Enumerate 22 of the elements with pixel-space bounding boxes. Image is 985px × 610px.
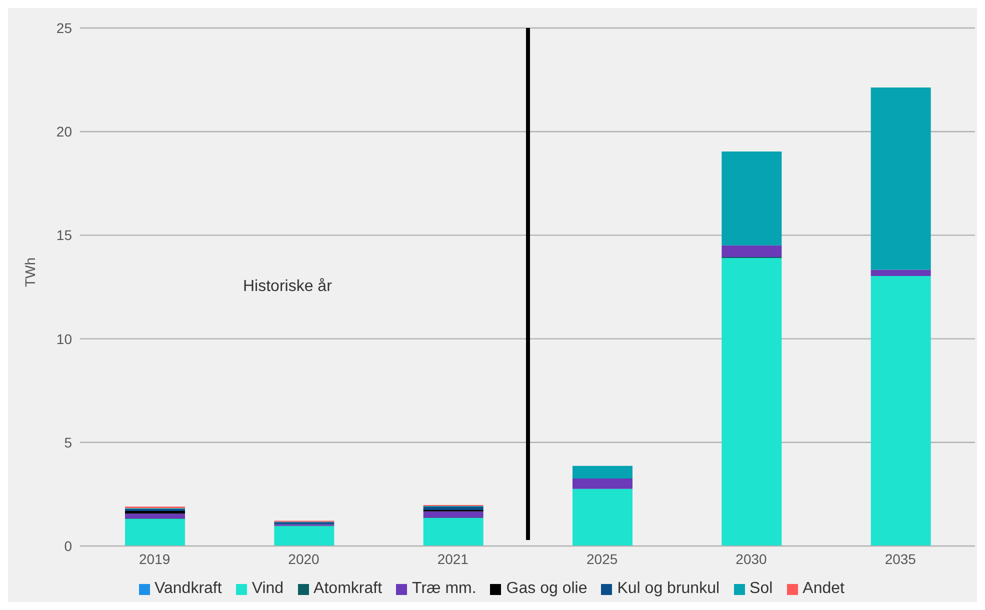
legend-label: Vind xyxy=(252,580,284,598)
y-tick-label: 5 xyxy=(64,434,72,450)
y-tick-label: 15 xyxy=(56,227,72,244)
legend-label: Kul og brunkul xyxy=(617,580,720,598)
y-tick-label: 25 xyxy=(56,20,72,36)
y-tick-label: 10 xyxy=(56,330,72,347)
legend-label: Atomkraft xyxy=(314,580,382,598)
annotation: Historiske år xyxy=(243,278,332,296)
x-tick-label: 2030 xyxy=(736,550,768,567)
legend-label: Træ mm. xyxy=(412,580,476,598)
legend-label: Vandkraft xyxy=(154,580,222,598)
x-tick-label: 2019 xyxy=(139,550,170,567)
x-tick-label: 2035 xyxy=(884,550,916,567)
legend-label: Gas og olie xyxy=(506,580,588,598)
y-tick-label: 0 xyxy=(64,538,72,554)
x-tick-label: 2025 xyxy=(586,550,618,567)
legend-label: Andet xyxy=(802,580,844,598)
x-tick-label: 2021 xyxy=(437,550,469,567)
y-tick-label: 20 xyxy=(56,124,72,140)
x-tick-label: 2020 xyxy=(288,550,320,567)
legend-label: Sol xyxy=(750,580,773,598)
y-axis-title: TWh xyxy=(22,257,38,287)
